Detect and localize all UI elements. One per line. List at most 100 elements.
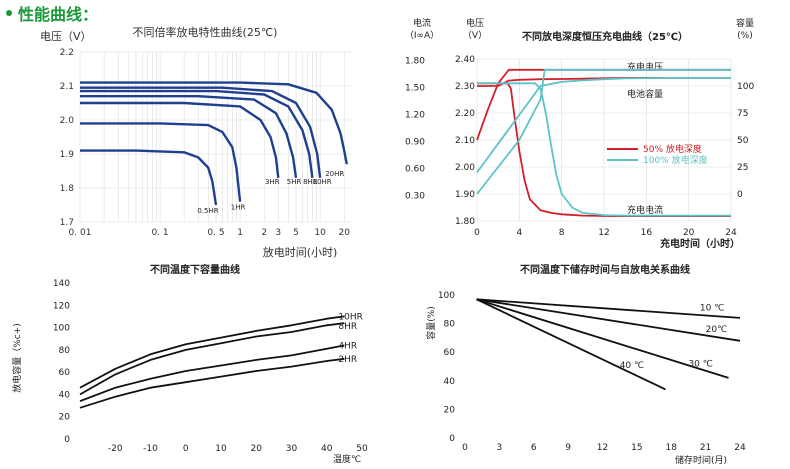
y-tick-label: 80 [59,346,71,356]
self-discharge-line-10℃ [476,298,741,319]
current-tick-label: 0.30 [405,191,425,201]
bullet-icon [6,10,12,16]
y-tick-label: 40 [444,377,456,387]
y-tick-label: 2.1 [60,82,74,92]
y-tick-label: 1.8 [60,184,75,194]
series-label: 20℃ [706,325,728,335]
current-tick-label: 1.20 [405,110,425,120]
y-tick-label: 2.0 [60,116,75,126]
charge-curve-voltage [476,68,731,195]
y-tick-label: 100 [438,291,455,301]
voltage-tick-label: 2.40 [455,55,475,65]
voltage-axis-unit: （V） [463,30,487,41]
y-tick-label: 120 [53,301,70,311]
capacity-curve-8HR [79,322,345,396]
storage-chart: 不同温度下储存时间与自放电关系曲线 容量(%) 储存时间(月) 02040608… [425,263,746,466]
current-tick-label: 1.50 [405,83,425,93]
chart-title: 不同温度下容量曲线 [150,263,240,276]
x-axis-label: 储存时间(月) [675,454,727,466]
x-tick-label: 2 [261,228,267,238]
capacity-curve-10HR [79,315,345,389]
annotation-charge-voltage: 充电电压 [627,61,663,73]
y-tick-label: 60 [444,348,456,358]
series-label: 2HR [338,355,357,365]
series-label: 30 ℃ [688,360,712,370]
x-tick-label: 0 [183,444,189,454]
y-tick-label: 0 [64,435,70,445]
x-tick-label: 0. 5 [207,228,224,238]
page-title: 性能曲线： [18,5,99,24]
y-tick-label: 20 [444,405,456,415]
y-tick-label: 40 [59,390,71,400]
y-axis-label: 电压（V） [40,30,92,43]
capacity-tick-label: 100 [737,82,754,92]
charge-curve-current [477,82,731,217]
x-tick-label: 0. 01 [69,228,92,238]
x-tick-label: 30 [286,444,298,454]
y-tick-label: 2.2 [60,48,74,58]
legend: 50% 放电深度 100% 放电深度 [607,143,708,166]
x-axis-label: 温度℃ [333,453,361,465]
voltage-axis-label: 电压 [466,18,484,29]
x-tick-label: 40 [321,444,333,454]
x-tick-label: 18 [666,443,678,453]
x-tick-label: 50 [356,444,368,454]
series-label: 10HR [338,312,362,322]
discharge-curve-0.5HR [80,149,218,206]
x-tick-label: -10 [143,444,158,454]
charge-curve-capacity [476,77,731,173]
legend-label-100: 100% 放电深度 [643,154,708,166]
capacity-curve-4HR [79,344,345,402]
current-axis-label: 电流 [413,18,431,29]
current-tick-label: 1.80 [405,56,425,66]
discharge-curve-10HR [80,86,322,178]
x-tick-label: 10 [215,444,227,454]
current-tick-label: 0.60 [405,164,425,174]
annotation-charge-current: 充电电流 [627,204,663,216]
current-tick-label: 0.90 [405,137,425,147]
y-tick-label: 80 [444,320,456,330]
capacity-axis-label: 容量 [736,18,754,29]
capacity-tick-label: 25 [737,163,748,173]
discharge-curve-8HR [80,89,314,178]
charge-curve-current [477,82,731,218]
voltage-tick-label: 2.10 [455,136,475,146]
x-tick-label: 1 [237,228,243,238]
x-tick-label: 4 [516,228,522,238]
voltage-tick-label: 2.00 [455,163,475,173]
current-axis-unit: （I∞A） [405,30,439,41]
y-tick-label: 100 [53,324,70,334]
series-label: 5HR [287,178,302,186]
self-discharge-line-30℃ [476,298,729,379]
voltage-tick-label: 2.30 [455,82,475,92]
discharge-chart: 不同倍率放电特性曲线(25℃) 电压（V） 放电时间(小时) 1.7 1.8 1.9… [40,25,352,259]
discharge-curve-5HR [80,94,298,178]
x-tick-label: -20 [108,444,123,454]
x-tick-label: 12 [598,228,609,238]
charge-chart: 不同放电深度恒压充电曲线（25℃） 电流 （I∞A） 电压 （V） 容量 (%)… [405,18,755,250]
capacity-tick-label: 75 [737,109,748,119]
x-tick-label: 24 [725,228,737,238]
page-header: 性能曲线： [6,2,98,24]
x-tick-label: 24 [734,443,746,453]
x-tick-label: 8 [559,228,565,238]
series-label: 0.5HR [197,207,218,215]
voltage-tick-label: 2.20 [455,109,475,119]
series-label: 4HR [338,341,357,351]
x-tick-label: 10 [314,228,326,238]
annotation-battery-capacity: 电池容量 [627,88,663,100]
x-tick-label: 9 [565,443,571,453]
y-tick-label: 0 [449,434,455,444]
self-discharge-line-40℃ [476,298,666,391]
capacity-tick-label: 0 [737,190,743,200]
x-tick-label: 15 [631,443,642,453]
capacity-curve-2HR [79,357,345,409]
chart-title: 不同倍率放电特性曲线(25℃) [133,25,278,39]
discharge-curve-20HR [80,81,348,165]
x-tick-label: 0 [462,443,468,453]
x-tick-label: 20 [683,228,695,238]
capacity-axis-unit: (%) [737,31,753,41]
y-tick-label: 1.7 [60,218,74,228]
x-tick-label: 5 [293,228,299,238]
y-tick-label: 140 [53,279,70,289]
